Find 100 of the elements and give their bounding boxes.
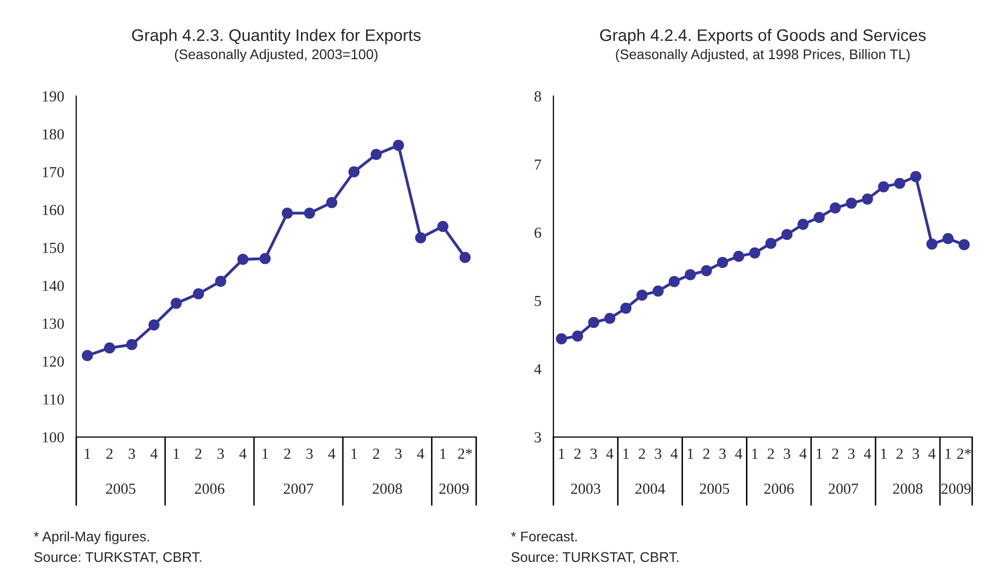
y-tick-label: 120	[42, 356, 64, 367]
x-tick-label: 1	[352, 448, 357, 459]
point	[237, 254, 248, 265]
x-tick-label: 4	[670, 448, 678, 459]
source-note: Source: TURKSTAT, CBRT.	[34, 552, 202, 564]
x-tick-label: 4	[735, 448, 742, 459]
point	[733, 250, 744, 262]
x-tick-label: 1	[816, 448, 822, 459]
x-tick-label: 1	[174, 448, 180, 459]
y-tick-label: 7	[534, 160, 542, 170]
y-tick-label: 3	[534, 432, 542, 442]
x-tick-label: 2	[703, 448, 710, 459]
point	[878, 181, 890, 192]
y-tick-label: 160	[42, 204, 64, 216]
y-tick-label: 150	[42, 242, 64, 254]
text: 2007	[284, 484, 314, 494]
x-tick-label: 1	[84, 448, 90, 459]
text: 2006	[764, 484, 794, 494]
x-tick-label: 2	[896, 448, 903, 459]
point	[572, 330, 584, 342]
y-tick-label: 170	[42, 166, 64, 178]
text: 2009	[439, 484, 469, 494]
point	[148, 319, 160, 330]
chart-title: Graph 4.2.3. Quantity Index for Exports	[132, 28, 421, 44]
x-tick-label: 1	[752, 448, 758, 459]
x-tick-label: 1	[623, 448, 629, 459]
point	[556, 333, 568, 344]
point	[926, 238, 938, 250]
point	[910, 170, 922, 182]
point	[636, 290, 648, 301]
point	[798, 218, 809, 230]
y-tick-label: 100	[42, 432, 64, 442]
point	[260, 253, 271, 264]
point	[846, 198, 857, 209]
x-tick-label: 4	[606, 448, 614, 459]
point	[781, 228, 793, 240]
x-tick-label: 2	[106, 448, 113, 459]
text: * Forecast.	[511, 532, 577, 542]
y-tick-label: 4	[534, 364, 542, 374]
point	[370, 148, 382, 160]
y-tick-label: 190	[42, 91, 64, 102]
text: 2008	[893, 484, 922, 494]
point	[716, 256, 728, 268]
x-tick-label: 1	[262, 448, 268, 459]
text: 2005	[106, 484, 136, 494]
point	[604, 312, 616, 324]
point	[126, 339, 138, 350]
x-tick-label: 4	[239, 448, 246, 459]
point	[862, 193, 874, 205]
point	[814, 212, 825, 224]
y-tick-label: 110	[43, 394, 64, 405]
chart-subtitle: (Seasonally Adjusted, 2003=100)	[174, 49, 378, 62]
x-tick-label: 4	[150, 448, 158, 459]
point	[215, 276, 226, 287]
text: 2005	[700, 484, 730, 494]
point	[765, 238, 776, 249]
point	[415, 232, 426, 244]
point	[830, 202, 841, 214]
point	[620, 302, 632, 314]
point	[326, 196, 338, 208]
y-tick-label: 140	[42, 280, 64, 291]
x-tick-label: 2	[373, 448, 380, 459]
point	[942, 233, 954, 244]
point	[460, 252, 471, 264]
point	[588, 316, 600, 328]
x-tick-label: 2	[768, 448, 774, 459]
x-tick-label: 3	[912, 448, 920, 459]
y-tick-label: 180	[42, 129, 64, 140]
x-tick-label: 3	[590, 448, 597, 459]
x-tick-label: 1	[558, 448, 564, 459]
x-tick-label: 3	[218, 448, 224, 459]
x-tick-label: 2	[574, 448, 581, 459]
point	[392, 140, 404, 151]
point	[652, 286, 664, 297]
x-tick-label: 3	[306, 448, 313, 459]
x-tick-label: 3	[395, 448, 402, 459]
x-tick-label: 1	[946, 448, 951, 459]
point	[894, 178, 906, 189]
y-tick-label: 5	[534, 296, 542, 306]
point	[104, 342, 116, 354]
x-tick-label: 3	[655, 448, 662, 459]
x-tick-label: 4	[928, 448, 936, 459]
x-tick-label: 4	[328, 448, 336, 459]
point	[192, 288, 204, 300]
x-tick-label: 3	[128, 448, 136, 459]
x-tick-label: 3	[848, 448, 855, 459]
y-tick-label: 6	[534, 228, 542, 238]
point	[170, 298, 182, 309]
point	[958, 239, 970, 250]
text: 2006	[194, 484, 224, 494]
text: 2003	[571, 484, 600, 494]
text: * April-May figures.	[34, 531, 149, 544]
x-tick-label: 1	[688, 448, 694, 459]
x-tick-label: 1	[440, 448, 446, 459]
point	[348, 166, 360, 178]
x-tick-label: 2*	[957, 448, 972, 459]
x-tick-label: 4	[417, 448, 424, 459]
x-tick-label: 3	[784, 448, 790, 459]
x-tick-label: 2	[284, 448, 290, 459]
x-tick-label: 2	[832, 448, 838, 459]
